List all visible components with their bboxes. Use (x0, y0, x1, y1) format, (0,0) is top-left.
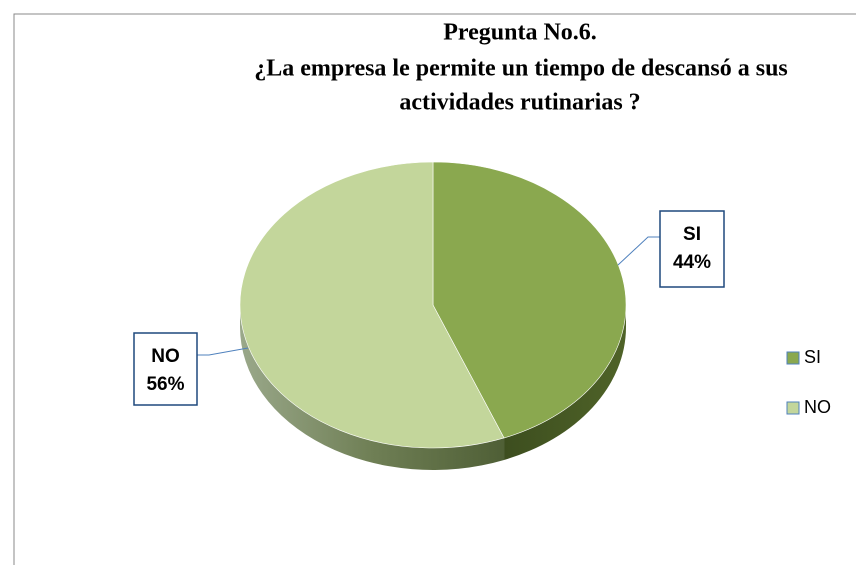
label-box (133, 332, 198, 406)
pie-side (504, 305, 626, 460)
leader-line (617, 236, 660, 266)
chart-title: actividades rutinarias ? (399, 90, 640, 116)
data-label-name: NO (151, 346, 180, 367)
pie-slice (239, 161, 505, 449)
pie-side (239, 305, 505, 471)
data-label: 56% (146, 374, 184, 395)
data-label: 44% (673, 252, 711, 273)
chart-title: ¿La empresa le permite un tiempo de desc… (254, 56, 788, 82)
data-label-name: SI (683, 224, 701, 245)
legend-swatch (786, 401, 800, 415)
label-box (659, 210, 725, 288)
legend-label: SI (804, 347, 821, 367)
chart-title: Pregunta No.6. (443, 20, 597, 46)
leader-line (197, 347, 249, 356)
legend-label: NO (804, 397, 831, 417)
legend-swatch (786, 351, 800, 365)
pie-slice (432, 161, 627, 439)
